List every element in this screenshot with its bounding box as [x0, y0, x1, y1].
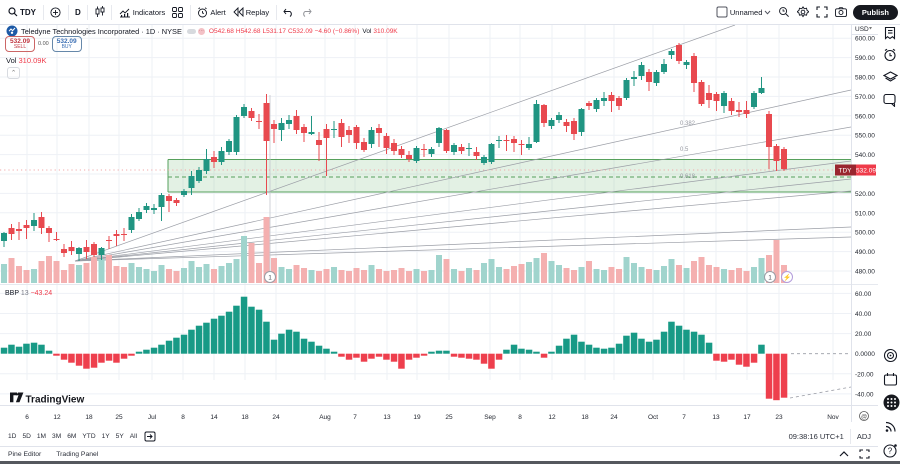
svg-text:40.00: 40.00 [855, 311, 872, 318]
svg-text:23: 23 [775, 414, 783, 421]
svg-text:Oct: Oct [648, 414, 658, 421]
svg-text:500.00: 500.00 [855, 230, 875, 237]
svg-text:540.00: 540.00 [855, 152, 875, 159]
svg-text:Jul: Jul [148, 414, 157, 421]
svg-text:0.5: 0.5 [680, 147, 689, 153]
svg-text:600.00: 600.00 [855, 36, 875, 43]
svg-text:13: 13 [383, 414, 391, 421]
svg-text:25: 25 [115, 414, 123, 421]
svg-text:@: @ [861, 415, 867, 421]
svg-text:0.0000: 0.0000 [855, 351, 875, 358]
svg-text:532.09: 532.09 [856, 168, 876, 175]
svg-text:20.00: 20.00 [855, 331, 872, 338]
svg-text:24: 24 [272, 414, 280, 421]
svg-text:560.00: 560.00 [855, 113, 875, 120]
svg-text:19: 19 [413, 414, 421, 421]
svg-text:24: 24 [610, 414, 618, 421]
svg-text:12: 12 [53, 414, 61, 421]
svg-text:490.00: 490.00 [855, 249, 875, 256]
svg-text:550.00: 550.00 [855, 133, 875, 140]
svg-text:-20.00: -20.00 [855, 371, 874, 378]
svg-text:25: 25 [445, 414, 453, 421]
svg-text:7: 7 [353, 414, 357, 421]
svg-text:USD: USD [855, 26, 869, 33]
svg-text:510.00: 510.00 [855, 210, 875, 217]
svg-text:1: 1 [268, 275, 272, 282]
svg-text:0.382: 0.382 [680, 121, 696, 127]
svg-text:60.00: 60.00 [855, 291, 872, 298]
svg-text:17: 17 [743, 414, 751, 421]
svg-text:6: 6 [25, 414, 29, 421]
svg-text:⚡: ⚡ [783, 274, 791, 282]
svg-text:570.00: 570.00 [855, 94, 875, 101]
svg-text:8: 8 [518, 414, 522, 421]
svg-text:480.00: 480.00 [855, 269, 875, 276]
svg-text:18: 18 [85, 414, 93, 421]
svg-text:18: 18 [581, 414, 589, 421]
svg-text:13: 13 [712, 414, 720, 421]
svg-text:590.00: 590.00 [855, 55, 875, 62]
svg-text:Aug: Aug [319, 414, 331, 421]
svg-text:8: 8 [181, 414, 185, 421]
svg-text:Sep: Sep [484, 414, 496, 421]
svg-text:580.00: 580.00 [855, 75, 875, 82]
svg-text:18: 18 [241, 414, 249, 421]
svg-text:?: ? [888, 447, 893, 456]
svg-text:520.00: 520.00 [855, 191, 875, 198]
svg-text:TradingView: TradingView [26, 395, 85, 406]
svg-text:14: 14 [210, 414, 218, 421]
svg-text:Nov: Nov [827, 414, 839, 421]
svg-text:-40.00: -40.00 [855, 391, 874, 398]
svg-text:TDY: TDY [839, 168, 853, 175]
svg-text:1: 1 [768, 275, 772, 282]
svg-text:7: 7 [682, 414, 686, 421]
svg-text:12: 12 [548, 414, 556, 421]
svg-text:0.618: 0.618 [680, 174, 696, 180]
